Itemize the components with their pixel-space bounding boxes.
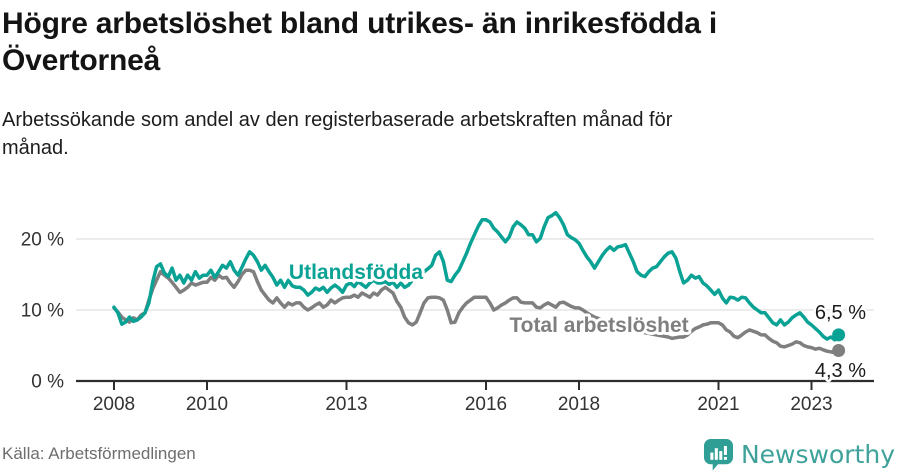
source-note: Källa: Arbetsförmedlingen <box>2 444 196 463</box>
series-line-utlandsf-dda <box>112 210 841 342</box>
page-title-line-2: Övertorneå <box>2 44 161 77</box>
x-tick-label: 2008 <box>93 394 135 415</box>
y-tick-label: 20 % <box>21 230 64 251</box>
exclamation-bar <box>723 445 727 455</box>
y-tick-label: 0 % <box>31 372 64 393</box>
x-tick-label: 2021 <box>697 394 739 415</box>
newsworthy-wordmark: Newsworthy <box>740 439 895 469</box>
bar-icon-2 <box>714 448 718 460</box>
newsworthy-bubble-icon <box>703 439 733 471</box>
series-label: Total arbetslöshet <box>509 314 688 337</box>
x-tick-label: 2010 <box>186 394 228 415</box>
line-chart: 0 % 10 % 20 % 2008 2010 2013 2016 2018 2021 2023 U… <box>21 210 874 415</box>
series-line-total-arbetsl-shet <box>112 268 841 355</box>
bar-icon-3 <box>719 451 723 460</box>
chart-subtitle-line-2: månad. <box>2 137 69 159</box>
y-tick-label: 10 % <box>21 301 64 322</box>
page-title-line-1: Högre arbetslöshet bland utrikes- än inr… <box>2 7 717 40</box>
page-title: Högre arbetslöshet bland utrikes- än inr… <box>2 5 882 79</box>
chart-subtitle-line-1: Arbetssökande som andel av den registerb… <box>2 109 673 131</box>
x-tick-label: 2023 <box>790 394 832 415</box>
series-label: Utlandsfödda <box>289 261 423 284</box>
series-end-dot <box>832 328 846 342</box>
series-end-dot <box>832 343 846 357</box>
exclamation-dot <box>723 456 727 460</box>
x-tick-label: 2016 <box>465 394 507 415</box>
bar-icon-1 <box>710 452 714 460</box>
series-end-value: 6,5 % <box>815 302 866 324</box>
bubble-shape <box>703 439 733 471</box>
x-tick-label: 2013 <box>325 394 367 415</box>
newsworthy-logo: Newsworthy <box>703 438 895 471</box>
chart-subtitle: Arbetssökande som andel av den registerb… <box>2 106 882 162</box>
x-tick-label: 2018 <box>558 394 600 415</box>
series-end-value: 4,3 % <box>815 360 866 382</box>
